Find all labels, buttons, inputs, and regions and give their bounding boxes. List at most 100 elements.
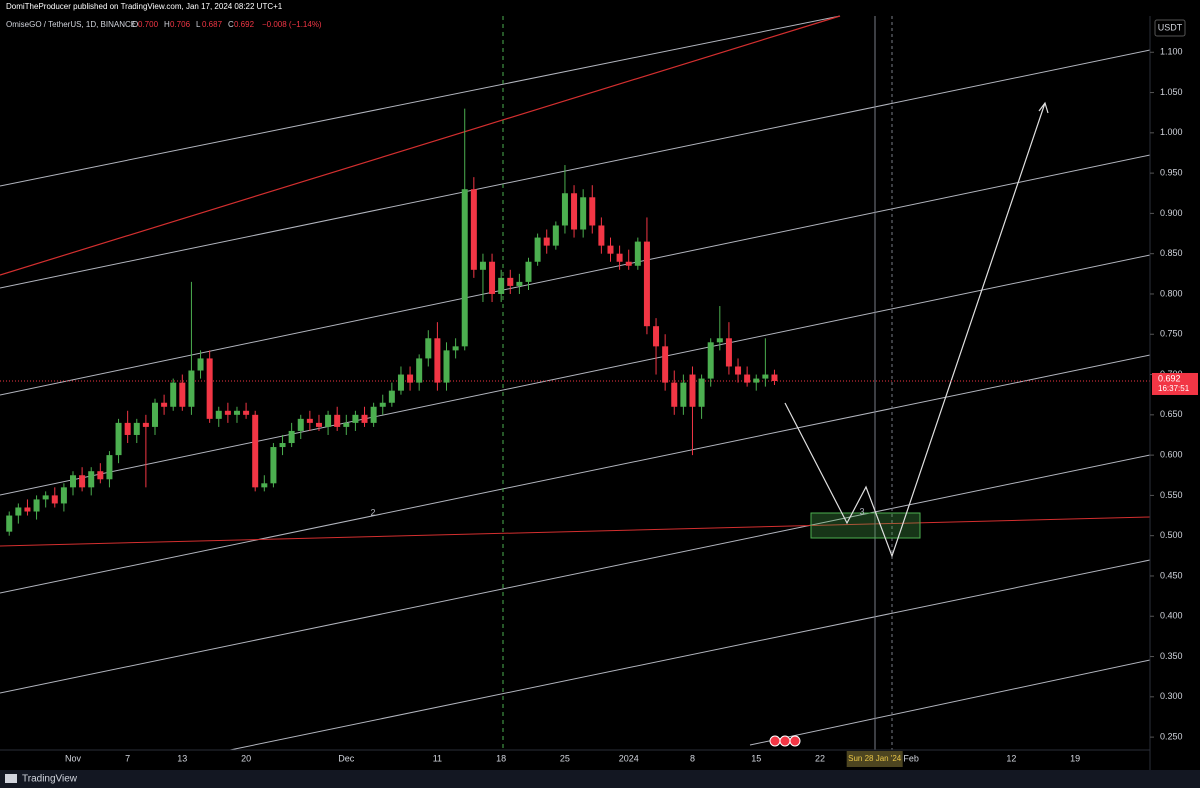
candle-body <box>370 406 377 423</box>
candle-body <box>343 422 350 427</box>
candle-body <box>315 422 322 427</box>
legend-value: 0.692 <box>234 20 255 29</box>
candle-body <box>443 350 450 383</box>
wave-label: 2 <box>370 507 375 517</box>
y-tick-label: 0.950 <box>1160 167 1183 177</box>
candle-body <box>552 225 559 246</box>
candle-body <box>325 414 332 427</box>
channel-line <box>749 659 1151 746</box>
candle-body <box>397 374 404 391</box>
candle-body <box>534 237 541 262</box>
last-price-label: 0.692 <box>1158 373 1181 383</box>
crosshair-date-box <box>846 751 903 767</box>
candle-body <box>124 422 131 435</box>
red-support-line <box>0 516 1151 547</box>
y-tick-label: 0.750 <box>1160 329 1183 339</box>
candle-body <box>479 261 486 270</box>
footer-brand: TradingView <box>22 774 78 785</box>
candle-body <box>543 237 550 246</box>
candle-body <box>580 197 587 230</box>
candle-body <box>662 346 669 383</box>
x-tick-label: 19 <box>1070 753 1080 763</box>
y-tick-label: 1.050 <box>1160 87 1183 97</box>
candle-body <box>243 410 250 415</box>
y-tick-label: 1.100 <box>1160 47 1183 57</box>
legend-change: −0.008 (−1.14%) <box>262 20 322 29</box>
y-tick-label: 0.600 <box>1160 449 1183 459</box>
candle-body <box>188 370 195 407</box>
wave-label: 3 <box>859 506 864 516</box>
y-tick-label: 0.400 <box>1160 611 1183 621</box>
candle-body <box>206 358 213 419</box>
candle-body <box>252 414 259 488</box>
candle-body <box>643 241 650 327</box>
candle-body <box>106 455 113 480</box>
candle-body <box>407 374 414 383</box>
y-tick-label: 0.350 <box>1160 651 1183 661</box>
x-tick-label: 7 <box>125 753 130 763</box>
y-tick-label: 0.450 <box>1160 570 1183 580</box>
candle-body <box>525 261 532 282</box>
candle-body <box>151 402 158 427</box>
candle-body <box>461 189 468 347</box>
projection-arrow <box>1038 101 1049 114</box>
currency: USDT <box>1158 22 1183 32</box>
candle-body <box>571 193 578 230</box>
channel-line <box>0 254 1151 496</box>
candle-body <box>297 418 304 431</box>
candle-body <box>598 225 605 246</box>
candle-body <box>753 378 760 383</box>
x-tick-label: 15 <box>751 753 761 763</box>
countdown: 16:37:51 <box>1158 384 1190 393</box>
y-tick-label: 0.300 <box>1160 691 1183 701</box>
candle-body <box>388 390 395 403</box>
x-tick-label: Feb <box>903 753 919 763</box>
x-tick-label: 20 <box>241 753 251 763</box>
x-tick-label: 25 <box>560 753 570 763</box>
candle-body <box>15 507 22 516</box>
candle-body <box>771 374 778 381</box>
candle-body <box>616 253 623 262</box>
candle-body <box>689 374 696 407</box>
y-tick-label: 0.800 <box>1160 288 1183 298</box>
y-tick-label: 0.550 <box>1160 490 1183 500</box>
candle-body <box>452 346 459 351</box>
x-tick-label: 12 <box>1006 753 1016 763</box>
candle-body <box>589 197 596 226</box>
candle-body <box>6 515 13 532</box>
candle-body <box>489 261 496 294</box>
candle-body <box>634 241 641 266</box>
candle-body <box>179 382 186 407</box>
target-zone <box>810 512 921 539</box>
candle-body <box>79 475 86 488</box>
y-tick-label: 0.250 <box>1160 731 1183 741</box>
candle-body <box>33 499 40 512</box>
candle-body <box>352 414 359 423</box>
logo <box>5 774 17 783</box>
x-tick-label: Nov <box>65 753 82 763</box>
currency-box <box>1154 19 1186 37</box>
footer-bar <box>0 770 1200 788</box>
candle-body <box>60 487 67 504</box>
candle-body <box>288 430 295 444</box>
candle-body <box>170 382 177 407</box>
legend-value: 0.687 <box>202 20 223 29</box>
y-tick-label: 0.500 <box>1160 530 1183 540</box>
candle-body <box>425 338 432 359</box>
candle-body <box>261 483 268 488</box>
event-icons <box>769 735 801 747</box>
event-icon <box>769 735 781 747</box>
candle-body <box>507 277 514 286</box>
x-tick-label: 8 <box>690 753 695 763</box>
candle-body <box>735 366 742 375</box>
candle-body <box>224 410 231 415</box>
x-tick-label: 11 <box>433 753 442 763</box>
candle-body <box>716 338 723 343</box>
candle-body <box>625 261 632 266</box>
legend-key: C <box>228 20 234 29</box>
chart-title: OmiseGO / TetherUS, 1D, BINANCE <box>6 20 136 29</box>
plot <box>0 108 1150 536</box>
